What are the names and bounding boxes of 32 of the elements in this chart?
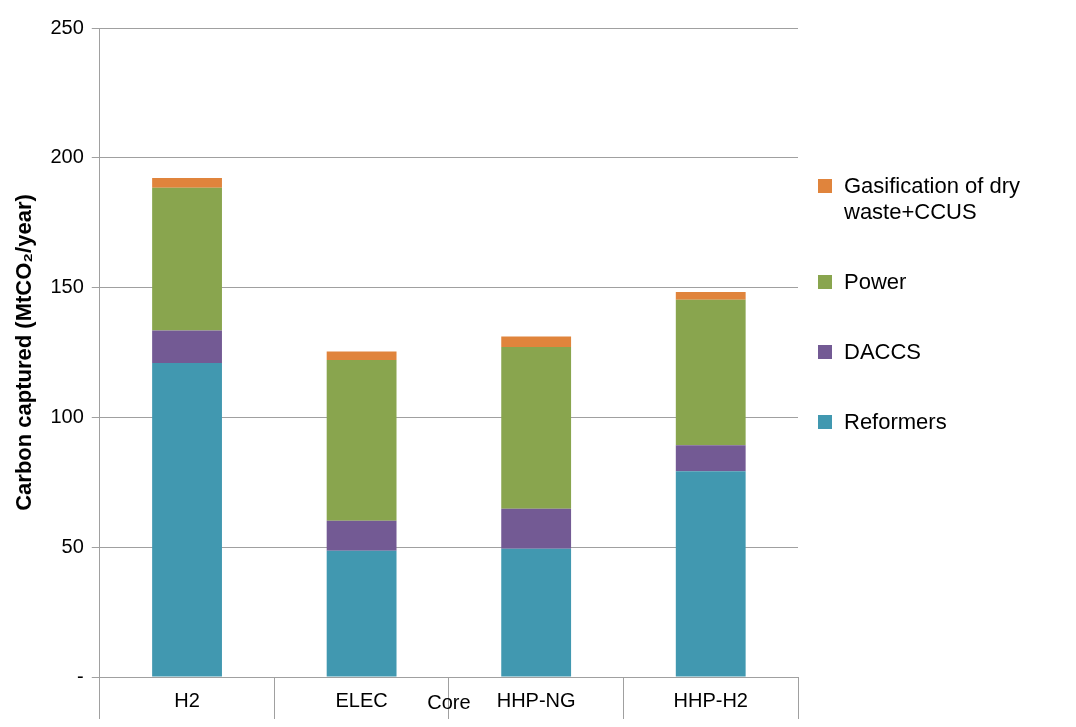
bar xyxy=(501,347,572,509)
y-tick-label: - xyxy=(77,664,84,687)
bar xyxy=(152,330,222,363)
x-tick-label: HHP-H2 xyxy=(673,688,748,711)
y-tick-label: 50 xyxy=(61,534,84,557)
legend-label: Gasification of dry waste+CCUS xyxy=(844,172,1022,225)
legend-label: Power xyxy=(844,268,907,295)
y-axis-title: Carbon captured (MtCO₂/year) xyxy=(11,194,37,511)
y-tick-label: 200 xyxy=(50,145,84,168)
bar xyxy=(152,187,222,331)
x-tick-label: HHP-NG xyxy=(496,688,576,711)
y-tick-label: 150 xyxy=(50,275,84,298)
bar xyxy=(326,360,397,521)
bar xyxy=(326,351,397,361)
legend-label: DACCS xyxy=(844,338,922,365)
bar xyxy=(675,471,746,677)
bar xyxy=(675,445,746,472)
bar xyxy=(501,508,572,549)
bar xyxy=(501,548,572,677)
bar xyxy=(326,520,397,551)
bar xyxy=(326,550,397,677)
bar xyxy=(501,336,572,348)
y-tick-label: 250 xyxy=(50,15,84,38)
legend-label: Reformers xyxy=(844,408,947,435)
x-tick-label: H2 xyxy=(174,688,200,711)
x-axis-title: Core xyxy=(427,690,471,713)
bar xyxy=(675,299,746,446)
bar xyxy=(152,362,222,677)
bar xyxy=(152,178,222,188)
x-tick-label: ELEC xyxy=(335,688,388,711)
y-tick-label: 100 xyxy=(50,404,84,427)
bar xyxy=(675,292,746,300)
